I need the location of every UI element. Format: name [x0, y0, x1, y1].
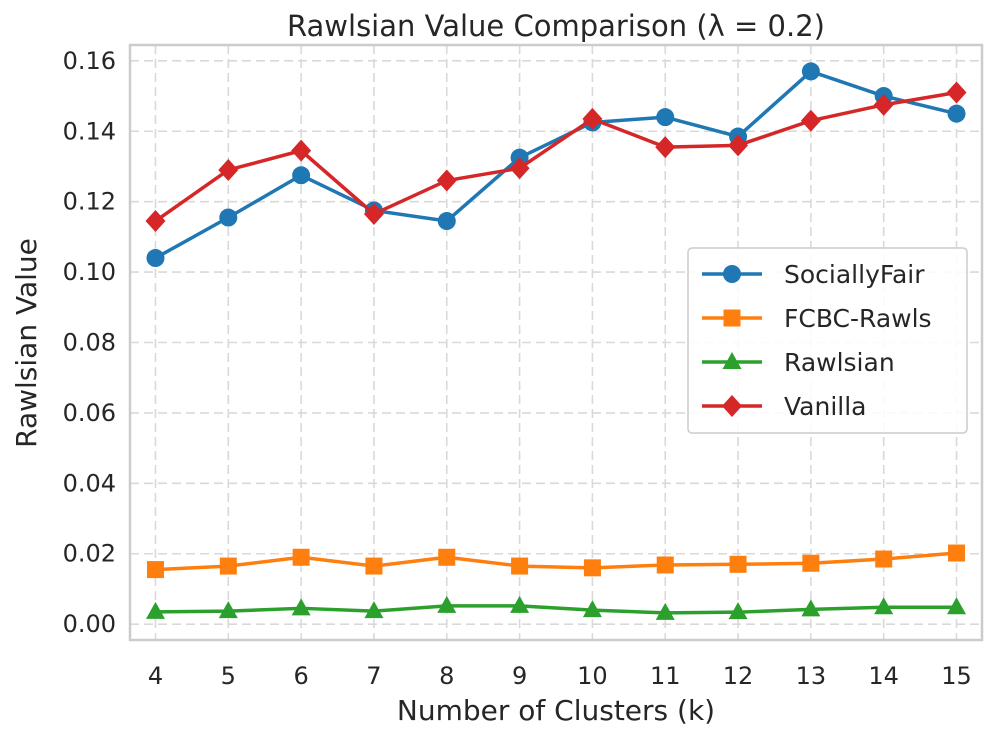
- vanilla-point: [509, 157, 530, 180]
- rawlsian-point: [947, 597, 967, 615]
- rawlsian-point: [145, 601, 165, 619]
- fcbc-rawls-point: [511, 557, 529, 575]
- y-tick-label: 0.04: [63, 469, 116, 497]
- x-tick-label: 15: [941, 662, 972, 690]
- rawlsian-point: [364, 601, 384, 619]
- rawlsian-point: [728, 602, 748, 620]
- x-tick-label: 11: [650, 662, 681, 690]
- legend-marker: [722, 352, 742, 369]
- sociallyfair-point: [801, 62, 820, 81]
- legend-box: [687, 247, 968, 434]
- legend-label: Rawlsian: [784, 348, 895, 377]
- y-axis-label: Rawlsian Value: [10, 238, 43, 448]
- legend-marker: [723, 309, 741, 327]
- rawlsian-point: [437, 595, 457, 613]
- legend: SociallyFair FCBC-Rawls Rawlsian Vanilla: [687, 247, 968, 434]
- x-axis-label: Number of Clusters (k): [397, 694, 715, 727]
- fcbc-rawls-line: [155, 551, 957, 572]
- vanilla-point: [873, 93, 894, 116]
- y-tick-label: 0.00: [63, 610, 116, 638]
- x-tick-label: 6: [293, 662, 308, 690]
- y-tick-label: 0.12: [63, 188, 116, 216]
- legend-marker: [722, 395, 742, 417]
- fcbc-rawls-point: [875, 550, 893, 568]
- rawlsian-point: [291, 598, 311, 616]
- fcbc-rawls-point: [802, 554, 820, 572]
- vanilla-line: [154, 90, 957, 223]
- y-axis-ticks: 0.00 0.02 0.04 0.06 0.08 0.10 0.12 0.14 0.16: [63, 47, 116, 638]
- sociallyfair-point: [947, 104, 966, 123]
- fcbc-rawls-point: [292, 548, 310, 566]
- y-tick-label: 0.10: [63, 258, 116, 286]
- vanilla-point: [800, 109, 821, 132]
- sociallyfair-point: [146, 249, 165, 268]
- y-tick-label: 0.08: [63, 329, 116, 357]
- rawlsian-point: [655, 602, 675, 620]
- y-tick-label: 0.14: [63, 117, 116, 145]
- sociallyfair-point: [219, 208, 238, 227]
- fcbc-rawls-point: [656, 556, 674, 574]
- rawlsian-line: [155, 604, 957, 615]
- vanilla-point: [728, 134, 749, 157]
- rawlsian-point: [218, 601, 238, 619]
- vanilla-point: [436, 169, 457, 192]
- fcbc-rawls-point: [219, 557, 237, 575]
- vanilla-point: [218, 158, 239, 181]
- rawlsian-point: [582, 600, 602, 618]
- fcbc-rawls-point: [146, 561, 164, 579]
- fcbc-rawls-point: [365, 557, 383, 575]
- chart-title: Rawlsian Value Comparison (λ = 0.2): [287, 9, 825, 43]
- legend-item-rawlsian: Rawlsian: [702, 348, 895, 377]
- vanilla-point: [291, 139, 312, 162]
- sociallyfair-line: [154, 69, 957, 260]
- x-tick-label: 10: [577, 662, 608, 690]
- legend-item-vanilla: Vanilla: [702, 392, 866, 421]
- vanilla-point: [145, 210, 166, 233]
- x-axis-ticks: 4 5 6 7 8 9 10 11 12 13 14 15: [148, 662, 972, 690]
- x-tick-label: 7: [366, 662, 381, 690]
- sociallyfair-point: [292, 166, 311, 185]
- fcbc-rawls-point: [438, 548, 456, 566]
- x-tick-label: 12: [723, 662, 754, 690]
- rawlsian-point: [801, 599, 821, 617]
- y-tick-label: 0.02: [63, 540, 116, 568]
- fcbc-rawls-point: [948, 544, 966, 562]
- vanilla-point: [582, 107, 603, 130]
- rawlsian-point: [874, 597, 894, 615]
- vanilla-point: [655, 136, 676, 159]
- sociallyfair-point: [437, 212, 456, 231]
- series-vanilla: [145, 81, 967, 233]
- x-tick-label: 5: [221, 662, 236, 690]
- x-tick-label: 13: [796, 662, 827, 690]
- legend-item-fcbc-rawls: FCBC-Rawls: [702, 304, 932, 333]
- y-tick-label: 0.16: [63, 47, 116, 75]
- y-tick-label: 0.06: [63, 399, 116, 427]
- x-tick-label: 9: [512, 662, 527, 690]
- sociallyfair-point: [656, 108, 675, 127]
- fcbc-rawls-point: [729, 555, 747, 573]
- legend-marker: [723, 265, 741, 283]
- x-tick-label: 4: [148, 662, 163, 690]
- series-fcbc-rawls: [146, 544, 966, 579]
- fcbc-rawls-point: [583, 559, 601, 577]
- legend-label: FCBC-Rawls: [784, 304, 932, 333]
- series-rawlsian: [145, 595, 967, 620]
- legend-label: Vanilla: [784, 392, 866, 421]
- vanilla-point: [363, 202, 384, 225]
- vanilla-point: [946, 81, 967, 104]
- plot-frame: [128, 43, 984, 642]
- x-tick-label: 8: [439, 662, 454, 690]
- legend-label: SociallyFair: [784, 260, 925, 289]
- series-layer: [145, 62, 967, 620]
- rawlsian-point: [510, 595, 530, 613]
- x-tick-label: 14: [868, 662, 899, 690]
- legend-item-sociallyfair: SociallyFair: [702, 260, 925, 289]
